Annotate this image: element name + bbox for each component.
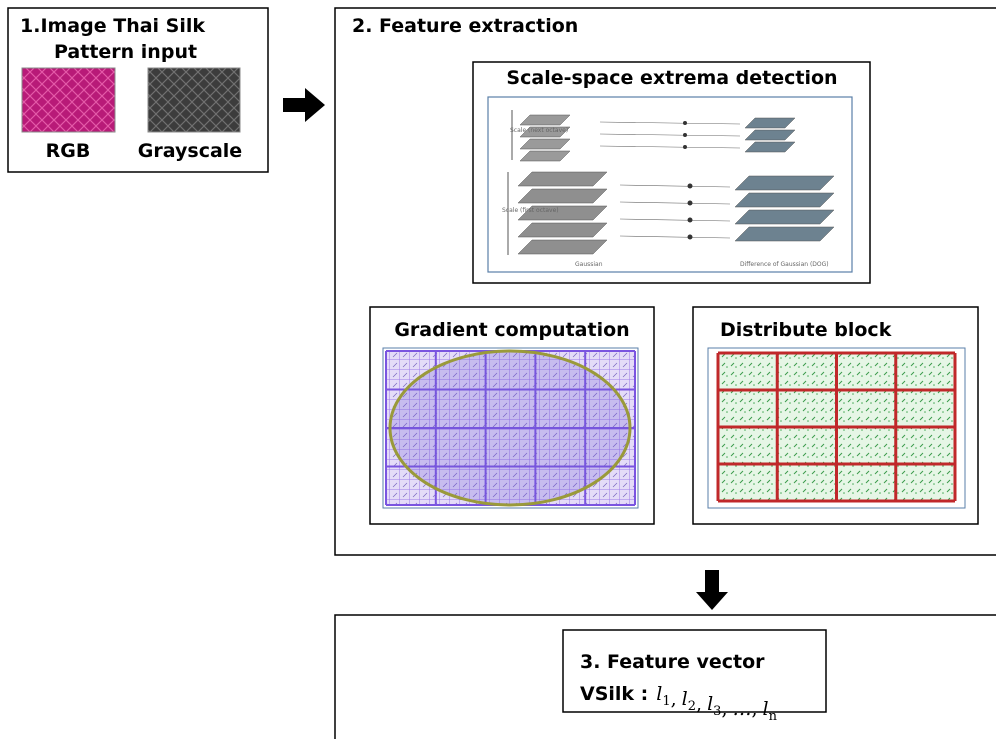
panel-title: Scale-space extrema detection bbox=[506, 67, 837, 89]
rgb-image bbox=[22, 68, 115, 132]
node bbox=[683, 121, 687, 125]
gray-image bbox=[148, 68, 240, 132]
separator: , bbox=[671, 688, 677, 710]
layer bbox=[735, 193, 834, 207]
node bbox=[688, 235, 693, 240]
node bbox=[688, 184, 693, 189]
node bbox=[683, 145, 687, 149]
layer bbox=[735, 176, 834, 190]
layer bbox=[518, 189, 607, 203]
extraction-title: 2. Feature extraction bbox=[352, 15, 578, 37]
panel-title: Gradient computation bbox=[394, 319, 629, 341]
image-label: Grayscale bbox=[138, 140, 242, 162]
node bbox=[688, 201, 693, 206]
output-title: 3. Feature vector bbox=[580, 651, 765, 673]
layer bbox=[518, 172, 607, 186]
node bbox=[683, 133, 687, 137]
layer bbox=[735, 210, 834, 224]
layer bbox=[518, 223, 607, 237]
term-index: 3 bbox=[713, 704, 721, 719]
term-symbol: … bbox=[732, 698, 751, 720]
feature-vector: VSilk :l1,l2,l3,…,ln bbox=[580, 683, 778, 724]
term-index: n bbox=[769, 709, 778, 724]
separator: , bbox=[721, 698, 727, 720]
output-box bbox=[335, 615, 996, 739]
panel-title: Distribute block bbox=[720, 319, 892, 341]
node bbox=[688, 218, 693, 223]
term-index: 1 bbox=[662, 694, 670, 709]
figure-label: Scale (next octave) bbox=[510, 127, 568, 134]
vector-name: VSilk : bbox=[580, 683, 648, 705]
figure-label: Scale (first octave) bbox=[502, 207, 559, 214]
diagram: 1.Image Thai Silk Pattern input RGB Gray… bbox=[0, 0, 996, 739]
input-title: 1.Image Thai Silk bbox=[20, 15, 205, 37]
input-title: Pattern input bbox=[54, 41, 197, 63]
figure-label: Gaussian bbox=[575, 261, 603, 268]
separator: , bbox=[751, 698, 757, 720]
image-label: RGB bbox=[46, 140, 91, 162]
arrow bbox=[283, 88, 325, 122]
gaussian-window bbox=[390, 351, 630, 505]
figure-label: Difference of Gaussian (DOG) bbox=[740, 261, 829, 268]
layer bbox=[518, 240, 607, 254]
arrow bbox=[696, 570, 728, 610]
separator: , bbox=[696, 693, 702, 715]
layer bbox=[735, 227, 834, 241]
term-index: 2 bbox=[688, 699, 696, 714]
